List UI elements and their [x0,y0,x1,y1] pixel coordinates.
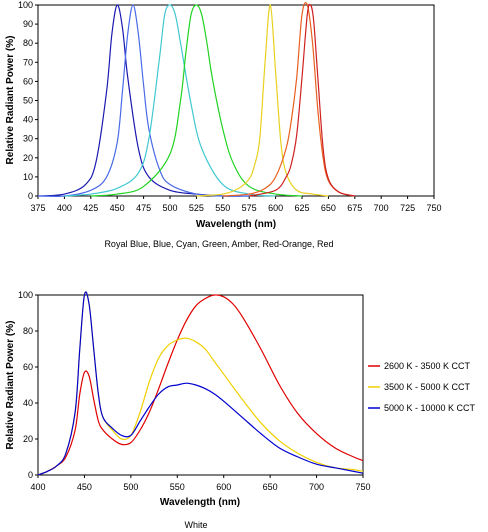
x-tick-label: 550 [215,203,230,213]
x-tick-label: 575 [242,203,257,213]
x-tick-label: 725 [400,203,415,213]
x-tick-labels: 375 400 425 450 475 500 525 550 575 600 625 650 675 7… [30,196,442,213]
y-axis-title: Relative Radiant Power (%) [5,36,16,165]
x-tick-label: 475 [136,203,151,213]
x-tick-label: 400 [30,482,45,492]
x-tick-label: 750 [426,203,441,213]
series-line-0 [37,294,364,476]
series-line-0 [37,4,250,197]
x-tick-label: 500 [123,482,138,492]
y-tick-label: 50 [23,96,33,106]
x-tick-label: 375 [30,203,45,213]
legend-entry: 3500 K - 5000 K CCT [384,382,471,392]
y-tick-label: 40 [23,398,33,408]
x-tick-label: 500 [162,203,177,213]
plot-area [37,4,435,197]
x-axis-title: Wavelength (nm) [160,497,240,508]
plot-area [37,294,364,476]
x-tick-label: 700 [309,482,324,492]
series-line-5 [222,2,355,197]
series-line-1 [37,4,250,198]
y-tick-label: 100 [18,290,33,300]
x-tick-label: 450 [110,203,125,213]
x-tick-label: 600 [268,203,283,213]
legend-entry: 5000 K - 10000 K CCT [384,403,476,413]
x-axis-title: Wavelength (nm) [196,219,276,230]
x-tick-label: 550 [170,482,185,492]
y-tick-label: 80 [23,326,33,336]
y-tick-labels: 0 20 40 60 80 100 [18,290,38,480]
chart-caption: Royal Blue, Blue, Cyan, Green, Amber, Re… [104,239,333,249]
chart-caption: White [184,520,207,530]
y-tick-label: 40 [23,115,33,125]
y-tick-label: 70 [23,57,33,67]
chart-white-spectra: 0 20 40 60 80 100 400 450 500 550 600 650 700 750 Wa… [5,290,476,530]
series-line-3 [90,4,303,197]
x-tick-label: 650 [263,482,278,492]
x-tick-label: 675 [347,203,362,213]
chart-colored-spectra: 0 10 20 30 40 50 60 70 80 90 100 375 400 425 450 475 50… [5,0,442,249]
x-tick-label: 600 [216,482,231,492]
series-line-2 [37,291,364,476]
y-tick-label: 60 [23,362,33,372]
y-axis-title: Relative Radiant Power (%) [5,321,16,450]
y-tick-labels: 0 10 20 30 40 50 60 70 80 90 100 [18,0,38,201]
legend: 2600 K - 3500 K CCT 3500 K - 5000 K CCT 50… [368,361,476,413]
x-tick-label: 525 [189,203,204,213]
y-tick-label: 20 [23,434,33,444]
x-tick-label: 400 [57,203,72,213]
x-tick-labels: 400 450 500 550 600 650 700 750 [30,475,371,492]
x-tick-label: 750 [355,482,370,492]
series-line-2 [64,4,276,197]
y-tick-label: 90 [23,19,33,29]
y-tick-label: 60 [23,76,33,86]
y-tick-label: 20 [23,153,33,163]
series-line-4 [196,4,329,197]
y-tick-label: 0 [28,470,33,480]
y-tick-label: 10 [23,172,33,182]
series-line-6 [249,3,355,197]
series-lines [37,2,355,198]
x-tick-label: 625 [294,203,309,213]
x-tick-label: 450 [77,482,92,492]
y-tick-label: 30 [23,134,33,144]
y-tick-label: 80 [23,38,33,48]
series-lines [37,291,364,476]
y-tick-label: 0 [28,191,33,201]
x-tick-label: 650 [321,203,336,213]
legend-entry: 2600 K - 3500 K CCT [384,361,471,371]
y-tick-label: 100 [18,0,33,10]
x-tick-label: 425 [83,203,98,213]
x-tick-label: 700 [374,203,389,213]
